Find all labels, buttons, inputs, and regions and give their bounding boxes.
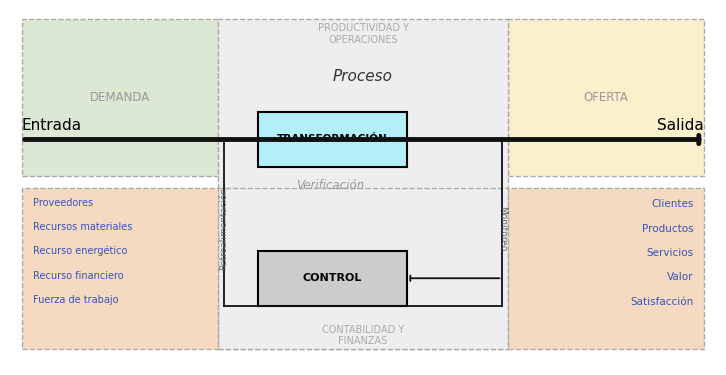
Text: Fuerza de trabajo: Fuerza de trabajo xyxy=(33,295,118,305)
Text: PRODUCTIVIDAD Y
OPERACIONES: PRODUCTIVIDAD Y OPERACIONES xyxy=(317,23,409,45)
Text: Monitoreo: Monitoreo xyxy=(498,206,507,251)
Text: Salida: Salida xyxy=(658,118,704,133)
Text: Entrada: Entrada xyxy=(22,118,82,133)
Text: CONTABILIDAD Y
FINANZAS: CONTABILIDAD Y FINANZAS xyxy=(322,325,404,346)
FancyBboxPatch shape xyxy=(22,19,218,176)
Text: DEMANDA: DEMANDA xyxy=(90,91,150,104)
FancyBboxPatch shape xyxy=(508,188,704,349)
Text: Verificación: Verificación xyxy=(296,179,364,192)
FancyBboxPatch shape xyxy=(218,19,508,349)
Text: Clientes: Clientes xyxy=(651,200,693,209)
Text: Recurso financiero: Recurso financiero xyxy=(33,271,123,280)
Text: OFERTA: OFERTA xyxy=(584,91,629,104)
FancyBboxPatch shape xyxy=(22,188,218,349)
Text: Valor: Valor xyxy=(666,273,693,282)
Text: Retroalimentación: Retroalimentación xyxy=(219,187,228,270)
Text: Recursos materiales: Recursos materiales xyxy=(33,222,132,232)
Text: CONTROL: CONTROL xyxy=(303,273,362,283)
Text: Satisfacción: Satisfacción xyxy=(630,297,693,307)
Bar xyxy=(258,112,407,167)
Text: Recurso energético: Recurso energético xyxy=(33,246,127,256)
Bar xyxy=(258,251,407,306)
Text: Productos: Productos xyxy=(642,224,693,234)
FancyBboxPatch shape xyxy=(218,188,508,349)
Text: Proveedores: Proveedores xyxy=(33,198,93,207)
Text: Proceso: Proceso xyxy=(333,69,393,84)
Text: TRANSFORMACIÓN: TRANSFORMACIÓN xyxy=(277,135,388,144)
Text: Servicios: Servicios xyxy=(646,248,693,258)
FancyBboxPatch shape xyxy=(508,19,704,176)
